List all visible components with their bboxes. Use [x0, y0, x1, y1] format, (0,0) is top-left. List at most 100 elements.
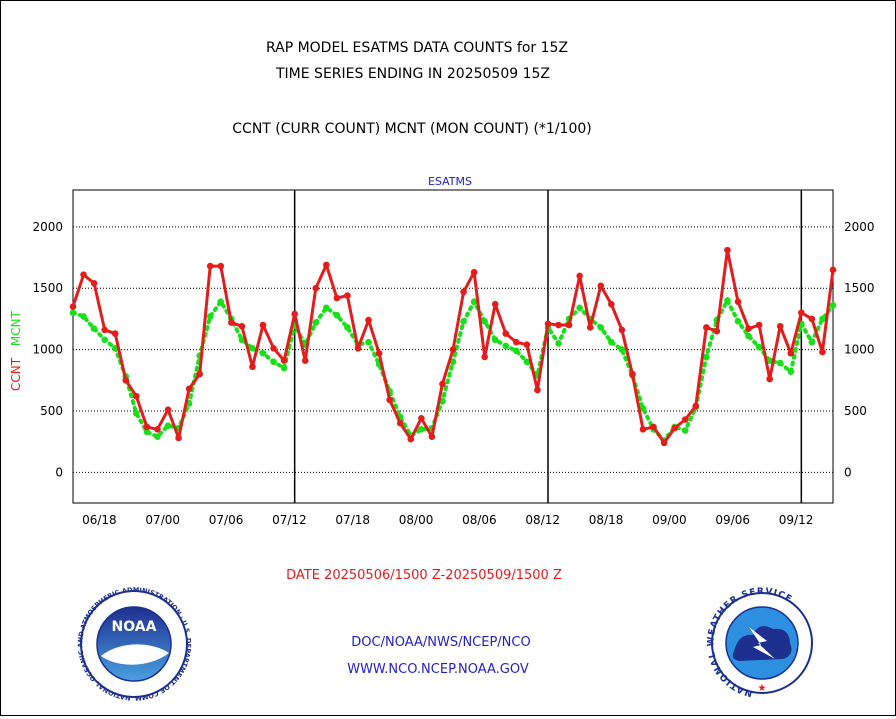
point-ccnt: [481, 353, 488, 361]
point-mcnt: [819, 315, 826, 323]
point-ccnt: [470, 268, 478, 276]
x-tick-label: 07/12: [272, 513, 307, 527]
point-ccnt: [724, 246, 731, 254]
point-ccnt: [396, 419, 404, 427]
x-tick-label: 09/00: [652, 513, 687, 527]
point-mcnt: [470, 298, 478, 305]
y-tick-label-left: 500: [40, 404, 63, 418]
series-layer: [69, 246, 837, 447]
svg-text:NOAA: NOAA: [112, 619, 157, 635]
point-ccnt: [692, 402, 700, 410]
point-ccnt: [154, 426, 161, 433]
point-ccnt: [660, 439, 668, 447]
point-ccnt: [375, 349, 383, 357]
y-tick-label-left: 1000: [32, 343, 63, 357]
point-mcnt: [80, 313, 87, 320]
plot-frame: [72, 189, 834, 504]
point-ccnt: [69, 303, 77, 310]
point-mcnt: [90, 325, 98, 333]
x-tick-label: 08/00: [399, 513, 434, 527]
point-ccnt: [228, 319, 235, 326]
point-ccnt: [681, 416, 689, 423]
point-ccnt: [323, 261, 330, 269]
point-ccnt: [80, 271, 87, 278]
point-mcnt: [755, 343, 763, 351]
date-range: DATE 20250506/1500 Z-20250509/1500 Z: [286, 568, 562, 583]
point-ccnt: [122, 376, 130, 384]
point-ccnt: [544, 320, 552, 328]
point-mcnt: [449, 358, 457, 366]
point-ccnt: [164, 406, 172, 414]
point-ccnt: [175, 434, 182, 442]
point-ccnt: [101, 326, 108, 334]
x-tick-label: 08/06: [462, 513, 497, 527]
plot-area: 0 0 500 500 1000 1000 1500 1500 2000 2000 06/18 07…: [32, 189, 875, 527]
point-ccnt: [238, 322, 246, 330]
point-mcnt: [703, 353, 710, 361]
point-ccnt: [523, 341, 531, 348]
point-mcnt: [206, 313, 214, 320]
point-mcnt: [312, 319, 320, 326]
point-mcnt: [766, 357, 773, 364]
point-ccnt: [249, 363, 256, 371]
point-ccnt: [534, 386, 541, 394]
x-tick-label: 09/06: [715, 513, 750, 527]
point-mcnt: [724, 297, 731, 304]
point-ccnt: [301, 357, 309, 364]
point-mcnt: [808, 338, 816, 346]
point-ccnt: [713, 327, 721, 335]
point-mcnt: [323, 304, 330, 312]
nws-logo: NATIONAL WEATHER SERVICE ★: [706, 587, 813, 698]
point-mcnt: [164, 422, 172, 429]
y-axis-label: CCNT MCNT: [9, 310, 23, 391]
point-mcnt: [734, 318, 742, 325]
point-ccnt: [586, 324, 594, 331]
noaa-logo: NOAA NATIONAL OCEANIC AND ATMOSPHERIC AD…: [0, 0, 193, 702]
point-mcnt: [523, 358, 531, 366]
point-ccnt: [333, 294, 341, 302]
point-ccnt: [365, 316, 372, 324]
y-tick-label-left: 0: [55, 465, 63, 479]
chart-subtitle-line: TIME SERIES ENDING IN 20250509 15Z: [275, 66, 550, 82]
point-mcnt: [133, 410, 140, 417]
point-ccnt: [386, 396, 393, 404]
x-tick-label: 09/12: [779, 513, 814, 527]
point-mcnt: [576, 304, 583, 312]
y-tick-label-right: 1000: [844, 343, 875, 357]
chart-title: RAP MODEL ESATMS DATA COUNTS for 15Z: [266, 40, 568, 56]
point-ccnt: [745, 325, 752, 333]
point-mcnt: [597, 324, 605, 331]
y-tick-label-right: 1500: [844, 281, 875, 295]
point-ccnt: [217, 262, 225, 270]
point-ccnt: [565, 321, 573, 329]
point-ccnt: [185, 385, 193, 393]
point-ccnt: [312, 284, 320, 292]
point-mcnt: [502, 342, 510, 350]
point-ccnt: [418, 415, 425, 422]
point-mcnt: [280, 364, 288, 372]
point-ccnt: [270, 345, 277, 352]
point-mcnt: [101, 336, 108, 344]
point-ccnt: [259, 321, 267, 329]
point-ccnt: [428, 433, 436, 441]
y-tick-label-right: 500: [844, 404, 867, 418]
point-ccnt: [576, 272, 583, 280]
x-tick-label: 07/00: [145, 513, 180, 527]
website-link[interactable]: WWW.NCO.NCEP.NOAA.GOV: [347, 662, 529, 677]
point-ccnt: [291, 310, 298, 318]
point-ccnt: [618, 326, 626, 334]
point-mcnt: [333, 311, 341, 319]
point-ccnt: [755, 321, 763, 329]
point-mcnt: [618, 346, 626, 353]
point-mcnt: [418, 426, 425, 433]
point-ccnt: [133, 392, 140, 400]
x-tick-label: 08/12: [525, 513, 560, 527]
point-ccnt: [829, 266, 837, 274]
y-tick-labels: 0 0 500 500 1000 1000 1500 1500 2000 2000: [32, 220, 874, 479]
point-ccnt: [671, 424, 678, 432]
svg-text:NATIONAL OCEANIC AND ATMOSPHER: NATIONAL OCEANIC AND ATMOSPHERIC ADMINIS…: [1, 1, 193, 702]
org-link[interactable]: DOC/NOAA/NWS/NCEP/NCO: [351, 635, 530, 650]
x-tick-label: 07/06: [209, 513, 244, 527]
